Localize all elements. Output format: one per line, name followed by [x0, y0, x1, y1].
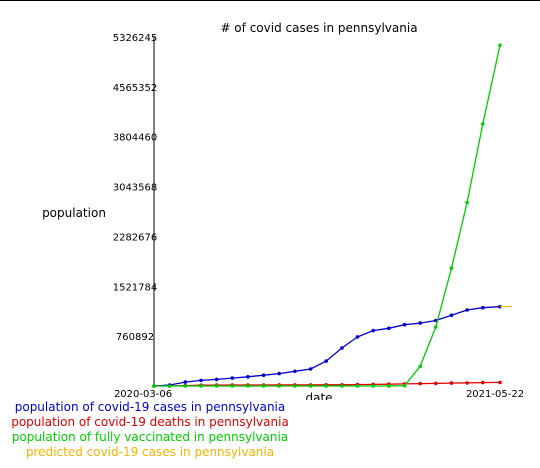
y-tick-label: 760892: [116, 332, 154, 343]
line-chart: # of covid cases in pennsylvania populat…: [42, 21, 524, 400]
series-0-point: [340, 346, 344, 350]
legend-item-deaths: population of covid-19 deaths in pennsyl…: [11, 415, 289, 429]
series-2-point: [261, 384, 266, 388]
series-2-point: [418, 364, 423, 369]
series-2-point: [449, 266, 454, 270]
series-2-point: [324, 384, 329, 388]
series-0-point: [183, 380, 188, 384]
series-0-point: [308, 367, 313, 371]
series-2-point: [183, 384, 188, 388]
series-1-point: [481, 380, 485, 385]
series-0-point: [481, 305, 485, 310]
series-2-point: [465, 200, 469, 205]
x-tick-label-end: 2021-05-22: [466, 389, 524, 400]
y-axis-label: population: [42, 206, 106, 220]
series-0-point: [402, 322, 407, 327]
y-tick-labels: 760892 1521784 2282676 3043568 3804460 456535…: [113, 33, 158, 343]
legend-item-vaccinated: population of fully vaccinated in pennsy…: [11, 430, 289, 444]
y-tick-label: 5326245: [113, 33, 158, 44]
series-2-point: [167, 384, 172, 388]
y-tick-label: 3043568: [113, 183, 158, 194]
x-tick-label-start: 2020-03-06: [114, 389, 172, 400]
series-2-point: [481, 122, 485, 126]
series-layer: [152, 43, 512, 388]
series-2-point: [387, 384, 391, 388]
series-2-point: [152, 384, 156, 388]
series-2-point: [199, 384, 203, 388]
series-2-point: [246, 384, 250, 388]
y-tick-label: 1521784: [113, 282, 158, 293]
legend-item-predicted: predicted covid-19 cases in pennsylvania: [25, 445, 275, 459]
series-0-point: [214, 377, 219, 382]
series-0-point: [465, 308, 469, 312]
series-2-point: [308, 384, 313, 388]
series-2-point: [230, 384, 235, 388]
series-1-point: [449, 381, 454, 385]
top-rule: [0, 0, 540, 1]
series-2-point: [402, 383, 407, 388]
series-0-point: [230, 376, 235, 380]
series-2-point: [498, 43, 502, 48]
series-1-point: [498, 380, 502, 385]
series-0-point: [246, 375, 250, 379]
series-2-point: [355, 384, 360, 388]
y-tick-label: 3804460: [113, 133, 158, 144]
series-0-point: [449, 313, 454, 318]
series-1-point: [465, 381, 469, 385]
series-2-point: [214, 384, 219, 388]
series-0-point: [293, 369, 297, 374]
series-2-point: [340, 384, 344, 388]
legend: population of covid-19 cases in pennsylv…: [0, 400, 300, 460]
series-0-point: [387, 326, 391, 331]
y-tick-label: 2282676: [113, 232, 158, 243]
series-1-point: [434, 381, 438, 386]
series-0-point: [199, 378, 203, 383]
series-0-point: [277, 371, 282, 376]
series-0-point: [261, 373, 266, 378]
series-line-0: [153, 306, 501, 387]
series-2-point: [277, 384, 282, 388]
series-1-point: [418, 381, 423, 386]
series-0-point: [418, 321, 423, 325]
series-0-point: [355, 335, 360, 339]
series-2-point: [371, 384, 376, 388]
series-2-point: [434, 325, 438, 329]
chart-title: # of covid cases in pennsylvania: [220, 21, 417, 35]
legend-item-cases: population of covid-19 cases in pennsylv…: [14, 400, 286, 414]
y-tick-label: 4565352: [113, 83, 158, 94]
series-0-point: [324, 359, 329, 363]
series-2-point: [293, 384, 297, 388]
series-0-point: [371, 328, 376, 333]
series-line-2: [154, 45, 501, 387]
x-axis-label: date: [305, 391, 332, 400]
